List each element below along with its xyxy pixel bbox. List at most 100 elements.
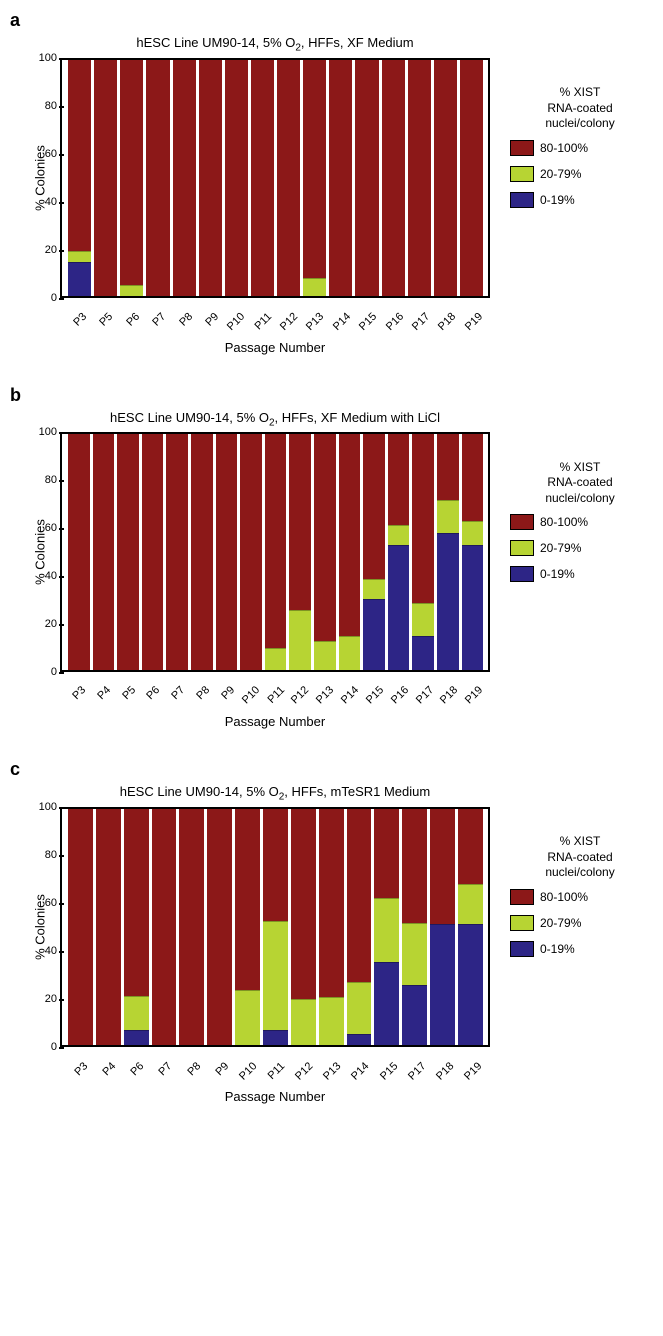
bar-segment-high bbox=[363, 434, 385, 579]
bar-segment-mid bbox=[412, 603, 434, 637]
legend-title: % XISTRNA-coatednuclei/colony bbox=[510, 85, 650, 132]
legend-label: 0-19% bbox=[540, 942, 575, 956]
bar bbox=[429, 809, 455, 1045]
chart-title: hESC Line UM90-14, 5% O2, HFFs, XF Mediu… bbox=[60, 35, 490, 54]
y-tick: 80 bbox=[27, 474, 57, 486]
bar-segment-high bbox=[339, 434, 361, 636]
legend-label: 20-79% bbox=[540, 167, 581, 181]
bar-segment-high bbox=[251, 60, 274, 296]
bar-segment-high bbox=[347, 809, 372, 982]
bar bbox=[92, 434, 115, 670]
bar bbox=[318, 809, 344, 1045]
bar bbox=[178, 809, 204, 1045]
bar bbox=[151, 809, 177, 1045]
y-tick: 0 bbox=[27, 292, 57, 304]
bar-segment-low bbox=[437, 533, 459, 670]
x-tick: P19 bbox=[467, 1051, 507, 1091]
bar-segment-mid bbox=[303, 278, 326, 295]
x-axis: P3P4P5P6P7P8P9P10P11P12P13P14P15P16P17P1… bbox=[60, 676, 490, 706]
bar bbox=[224, 60, 248, 296]
bar-segment-high bbox=[263, 809, 288, 921]
x-axis-label: Passage Number bbox=[60, 714, 490, 729]
bar-segment-mid bbox=[120, 285, 143, 295]
bar-segment-mid bbox=[402, 923, 427, 985]
bar bbox=[407, 60, 431, 296]
legend-item: 80-100% bbox=[510, 889, 650, 905]
bar-segment-high bbox=[93, 434, 115, 670]
bar-segment-high bbox=[277, 60, 300, 296]
plot-frame: 020406080100% Colonies bbox=[60, 58, 490, 298]
bar-segment-high bbox=[265, 434, 287, 648]
bar-segment-low bbox=[68, 262, 91, 296]
bar bbox=[141, 434, 164, 670]
chart-area: hESC Line UM90-14, 5% O2, HFFs, XF Mediu… bbox=[60, 35, 490, 355]
bar bbox=[354, 60, 378, 296]
panel-body: hESC Line UM90-14, 5% O2, HFFs, XF Mediu… bbox=[10, 35, 663, 355]
bar bbox=[198, 60, 222, 296]
bar bbox=[346, 809, 372, 1045]
legend-swatch bbox=[510, 889, 534, 905]
bar-segment-low bbox=[462, 545, 484, 670]
bar-segment-high bbox=[166, 434, 188, 670]
legend-item: 0-19% bbox=[510, 192, 650, 208]
panel-label: b bbox=[10, 385, 663, 406]
bar-segment-high bbox=[124, 809, 149, 996]
legend-swatch bbox=[510, 192, 534, 208]
bar bbox=[93, 60, 117, 296]
bar-segment-low bbox=[374, 962, 399, 1045]
legend-item: 0-19% bbox=[510, 566, 650, 582]
legend-item: 0-19% bbox=[510, 941, 650, 957]
bar-segment-mid bbox=[347, 982, 372, 1034]
x-tick: P19 bbox=[469, 676, 506, 713]
legend: % XISTRNA-coatednuclei/colony 80-100% 20-7… bbox=[510, 85, 650, 218]
legend-item: 80-100% bbox=[510, 140, 650, 156]
bar-segment-low bbox=[347, 1034, 372, 1044]
bar-segment-high bbox=[458, 809, 483, 884]
bar bbox=[234, 809, 260, 1045]
bar-segment-high bbox=[152, 809, 177, 1045]
bar bbox=[206, 809, 232, 1045]
legend-item: 20-79% bbox=[510, 915, 650, 931]
bar bbox=[436, 434, 459, 670]
bar bbox=[262, 809, 288, 1045]
legend-label: 20-79% bbox=[540, 916, 581, 930]
bar-segment-high bbox=[408, 60, 431, 296]
chart-title: hESC Line UM90-14, 5% O2, HFFs, XF Mediu… bbox=[60, 410, 490, 429]
bar-segment-high bbox=[68, 434, 90, 670]
bar-segment-high bbox=[374, 809, 399, 898]
x-axis-label: Passage Number bbox=[60, 340, 490, 355]
legend-label: 80-100% bbox=[540, 515, 588, 529]
bar bbox=[373, 809, 399, 1045]
bar-segment-high bbox=[94, 60, 117, 296]
bar-segment-high bbox=[179, 809, 204, 1045]
bar-segment-high bbox=[462, 434, 484, 521]
legend-swatch bbox=[510, 166, 534, 182]
bar-segment-low bbox=[124, 1030, 149, 1045]
legend-label: 0-19% bbox=[540, 193, 575, 207]
panel-c: chESC Line UM90-14, 5% O2, HFFs, mTeSR1 … bbox=[10, 759, 663, 1104]
bar bbox=[215, 434, 238, 670]
bar bbox=[288, 434, 311, 670]
bar-segment-mid bbox=[388, 525, 410, 545]
bar-segment-high bbox=[291, 809, 316, 999]
bar-segment-low bbox=[363, 599, 385, 670]
bar bbox=[190, 434, 213, 670]
x-axis-label: Passage Number bbox=[60, 1089, 490, 1104]
legend-swatch bbox=[510, 915, 534, 931]
panel-a: ahESC Line UM90-14, 5% O2, HFFs, XF Medi… bbox=[10, 10, 663, 355]
legend-swatch bbox=[510, 566, 534, 582]
plot-frame: 020406080100% Colonies bbox=[60, 432, 490, 672]
y-tick: 80 bbox=[27, 100, 57, 112]
bar-segment-high bbox=[388, 434, 410, 525]
chart-area: hESC Line UM90-14, 5% O2, HFFs, XF Mediu… bbox=[60, 410, 490, 730]
bar-segment-high bbox=[460, 60, 483, 296]
bar-segment-low bbox=[430, 924, 455, 1045]
legend-label: 80-100% bbox=[540, 890, 588, 904]
legend: % XISTRNA-coatednuclei/colony80-100%20-7… bbox=[510, 834, 650, 967]
bar bbox=[302, 60, 326, 296]
bar bbox=[145, 60, 169, 296]
y-tick: 100 bbox=[27, 801, 57, 813]
legend-title: % XISTRNA-coatednuclei/colony bbox=[510, 460, 650, 507]
bar-segment-mid bbox=[291, 999, 316, 1045]
bar bbox=[328, 60, 352, 296]
